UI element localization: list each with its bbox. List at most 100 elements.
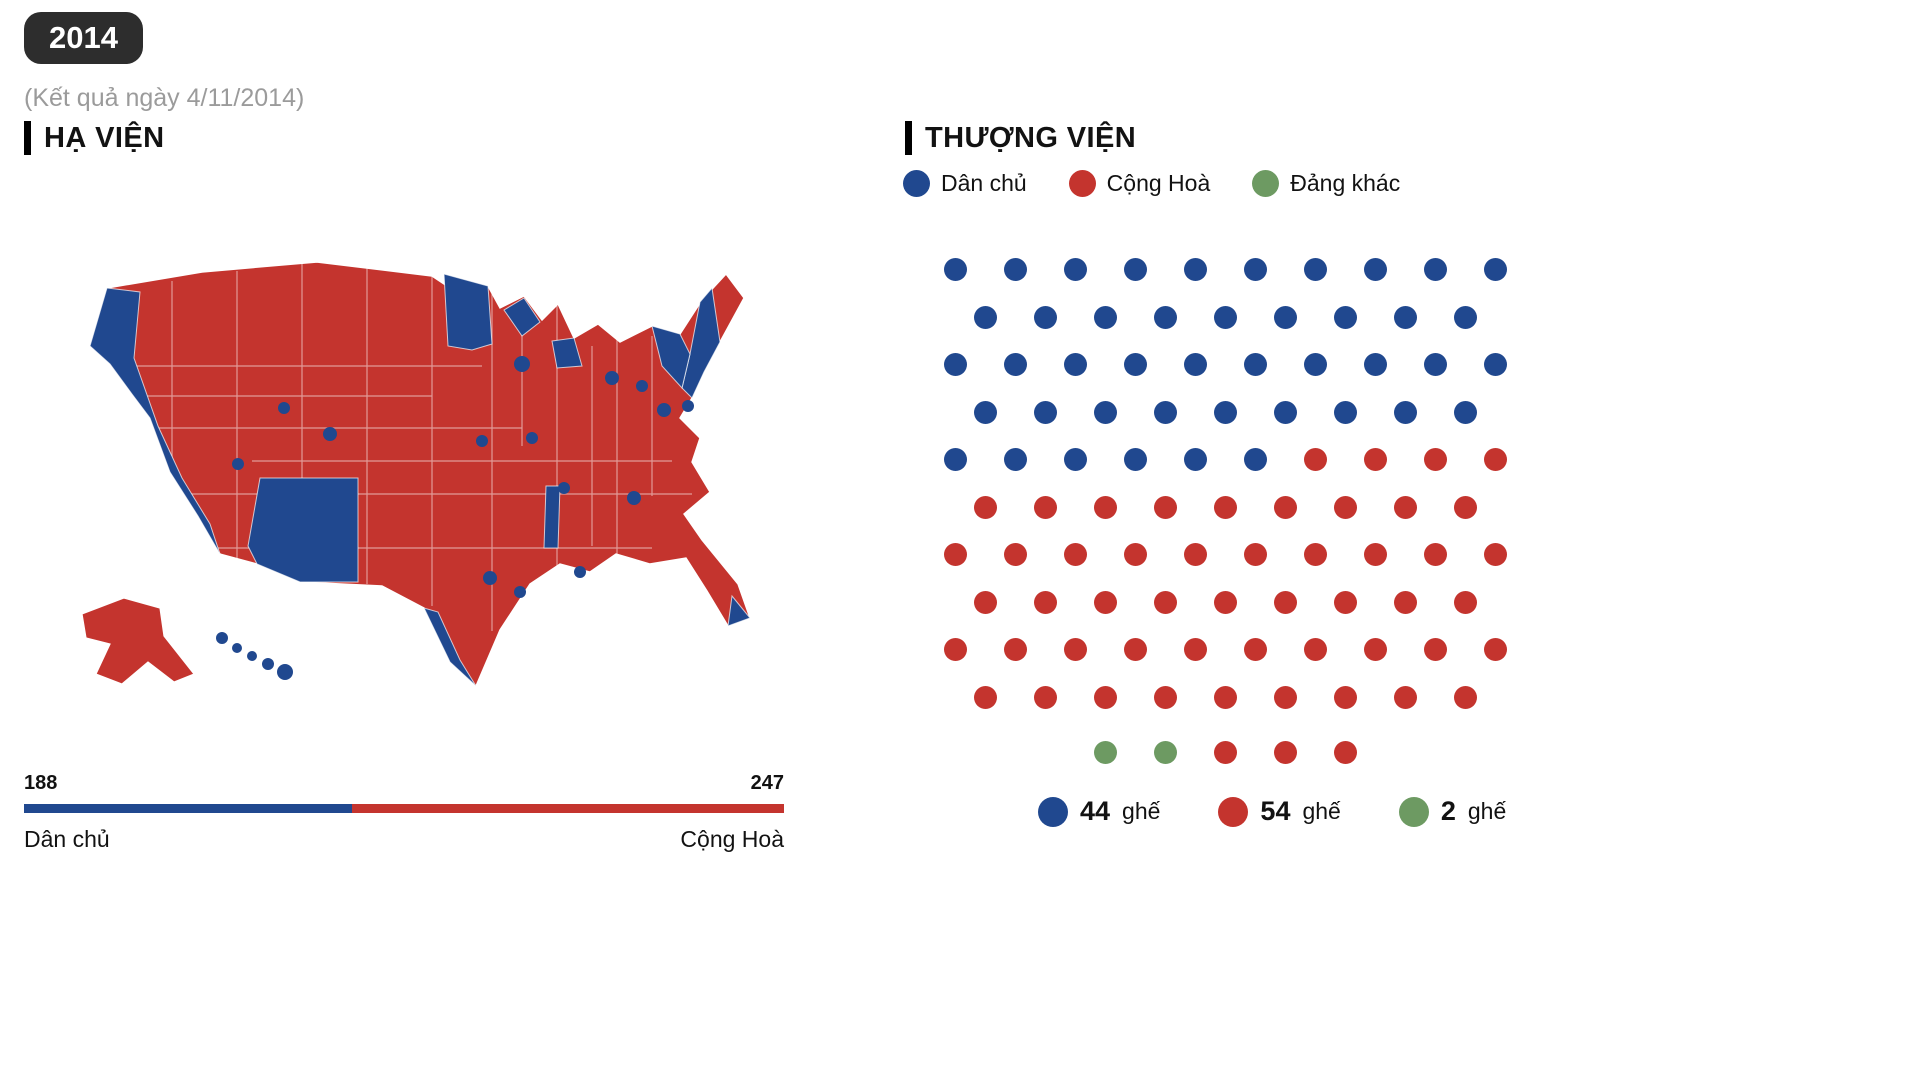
map-dem-west-coast [89,287,221,555]
senate-legend: Dân chủ Cộng Hoà Đảng khác [903,170,1400,197]
senate-seat-dot-rep [944,543,967,566]
senate-seat-dot-dem [1364,258,1387,281]
dem-seat-unit: ghế [1122,798,1161,824]
senate-seat-dot-dem [1394,305,1417,329]
senate-seat-dot-dem [974,400,997,424]
senate-seat-dot-rep [974,495,997,519]
senate-seat-dot-rep [1424,448,1447,471]
senate-seat-dot-rep [1154,590,1177,614]
senate-seat-dot-rep [1004,638,1027,661]
total-item-other: 2 ghế [1398,796,1506,827]
senate-seat-dot-dem [1334,400,1357,424]
senate-seat-dot-rep [1214,685,1237,709]
senate-seat-dot-dem [944,448,967,471]
senate-seat-dot-rep [1154,685,1177,709]
senate-seat-dot-rep [974,590,997,614]
map-dem-rio-grande [423,607,477,687]
senate-seat-dot-rep [1484,638,1507,661]
senate-seat-dot-dem [1064,353,1087,376]
senate-seat-dot-rep [1214,495,1237,519]
senate-seat-dot-rep [1094,590,1117,614]
senate-seat-dot-rep [944,638,967,661]
house-bar-dem [24,804,353,813]
house-title-text: HẠ VIỆN [44,121,165,154]
senate-seat-dot-rep [1334,685,1357,709]
senate-seat-dot-rep [1484,448,1507,471]
senate-totals: 44 ghế 54 ghế 2 ghế [1038,796,1506,827]
senate-seat-dot-dem [1304,353,1327,376]
senate-section-title: THƯỢNG VIỆN [905,121,1136,155]
senate-seat-dot-rep [1094,495,1117,519]
senate-seat-dot-dem [1064,448,1087,471]
senate-seat-dot-rep [1454,590,1477,614]
legend-dem-label: Dân chủ [941,170,1027,196]
senate-seat-dot-rep [1274,590,1297,614]
senate-seat-dot-rep [1304,543,1327,566]
senate-seat-dot-rep [1004,543,1027,566]
house-rep-label: Cộng Hoà [680,826,784,852]
map-dem-minnesota [443,273,493,351]
senate-seat-dot-dem [1004,258,1027,281]
dem-dot-icon [1038,796,1068,827]
senate-seat-dot-rep [1274,495,1297,519]
senate-seat-dot-rep [1244,638,1267,661]
senate-seat-dot-dem [1334,305,1357,329]
senate-seat-dot-rep [1184,638,1207,661]
senate-seat-dot-rep [1364,543,1387,566]
senate-seat-dot-rep [1334,741,1357,764]
map-dem-city-districts [232,356,694,598]
legend-item-rep: Cộng Hoà [1068,170,1210,197]
house-section-title: HẠ VIỆN [24,121,164,155]
senate-seat-dot-dem [1274,305,1297,329]
senate-title-text: THƯỢNG VIỆN [925,121,1137,154]
map-dem-south-florida [727,594,751,627]
house-bar-rep [352,804,784,813]
senate-seat-dot-dem [944,258,967,281]
senate-seat-dot-dem [1124,258,1147,281]
senate-seat-dot-dem [1484,353,1507,376]
map-alaska [81,597,195,685]
dem-seat-total: 44 [1080,796,1111,826]
senate-seat-dot-rep [1334,495,1357,519]
senate-seat-dot-dem [1244,258,1267,281]
result-date-subtitle: (Kết quả ngày 4/11/2014) [24,84,305,112]
senate-seat-dot-dem [1154,400,1177,424]
senate-seat-dot-dem [1484,258,1507,281]
house-party-labels: Dân chủ Cộng Hoà [24,826,784,853]
senate-seat-dot-rep [1124,638,1147,661]
total-item-rep: 54 ghế [1218,796,1341,827]
map-dem-southwest [247,477,359,583]
senate-seat-grid [944,258,1530,778]
senate-seat-dot-dem [974,305,997,329]
senate-seat-dot-dem [1394,400,1417,424]
senate-seat-dot-rep [1064,543,1087,566]
senate-seat-dot-rep [1064,638,1087,661]
map-district-lines [92,264,692,631]
other-dot-icon [1398,796,1429,827]
senate-seat-dot-rep [1424,543,1447,566]
dem-dot-icon [903,170,930,197]
senate-seat-dot-rep [1484,543,1507,566]
senate-seat-dot-rep [1394,495,1417,519]
title-accent-bar [24,121,31,155]
senate-seat-dot-rep [1424,638,1447,661]
house-district-map [81,261,751,688]
senate-seat-dot-rep [1034,590,1057,614]
map-dem-mississippi-delta [543,485,561,549]
other-dot-icon [1252,170,1280,197]
senate-seat-dot-dem [1424,258,1447,281]
senate-seat-dot-rep [974,685,997,709]
senate-seat-dot-rep [1364,638,1387,661]
house-seat-bar [24,804,784,813]
house-rep-count: 247 [750,772,784,794]
other-seat-total: 2 [1440,796,1456,826]
title-accent-bar [905,121,912,155]
senate-seat-dot-other [1154,741,1177,764]
senate-seat-dot-dem [1454,400,1477,424]
senate-seat-dot-dem [1214,305,1237,329]
house-dem-count: 188 [24,772,58,794]
senate-seat-dot-rep [1334,590,1357,614]
senate-seat-dot-dem [1184,353,1207,376]
senate-seat-dot-dem [1004,448,1027,471]
senate-seat-dot-dem [1244,353,1267,376]
